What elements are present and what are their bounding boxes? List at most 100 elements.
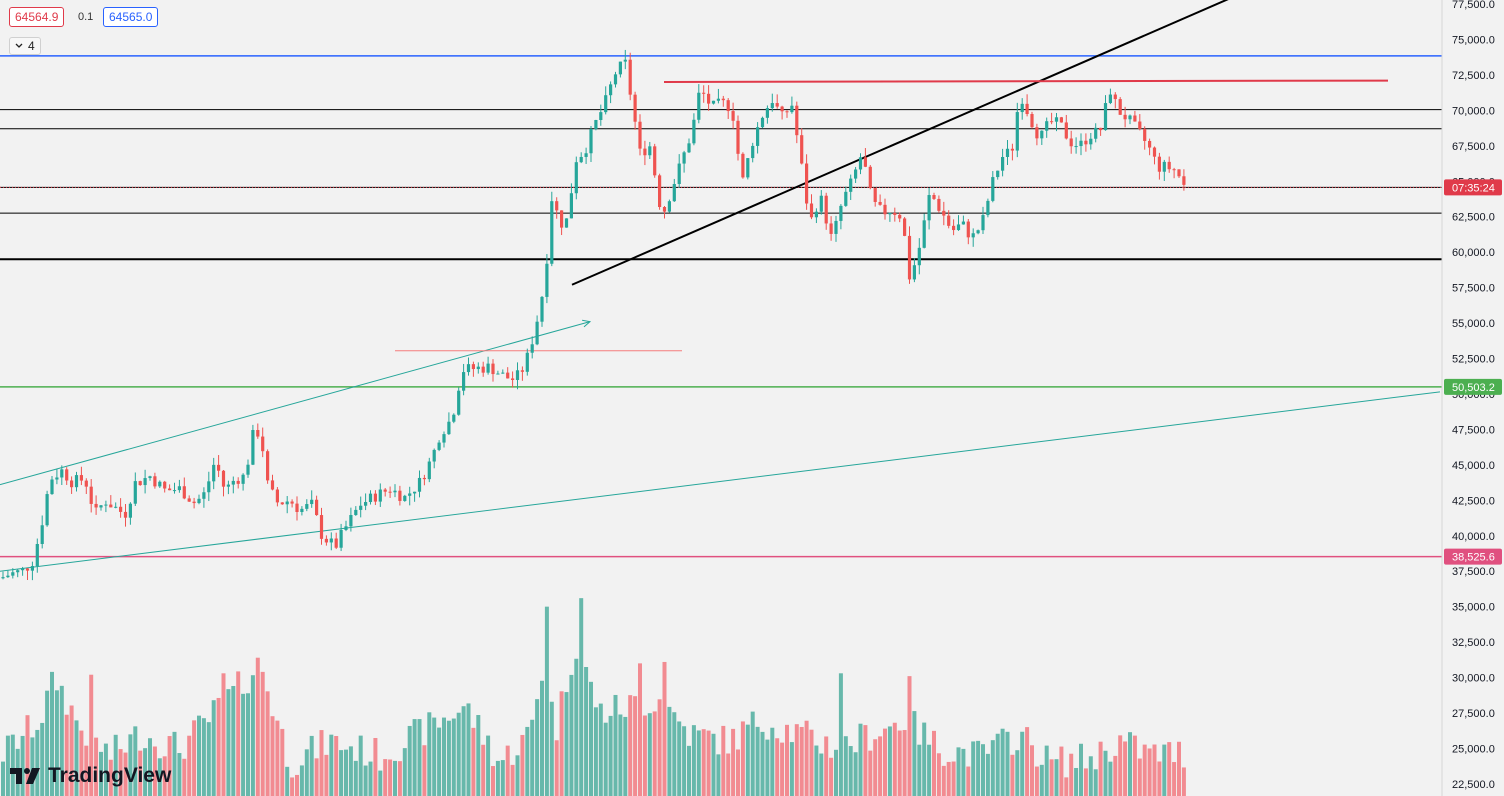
volume-bar [657,699,662,796]
volume-bar [103,743,108,796]
volume-bar [1034,766,1039,796]
candle-body [89,486,93,504]
candle-body [996,170,1000,178]
candle-body [1084,140,1088,145]
tradingview-logo[interactable]: TradingView [10,764,171,788]
volume-bar [701,729,706,796]
volume-bar [951,761,956,796]
buy-price-box[interactable]: 64565.0 [103,7,159,27]
candle-body [594,120,598,130]
axis-tick-label: 70,000.0 [1452,105,1495,117]
candle-body [1148,140,1152,148]
candle-body [172,490,177,492]
candle-body [70,480,74,488]
candle-body [746,158,750,178]
axis-background [1442,0,1504,796]
volume-bar [760,731,765,796]
candle-body [148,476,152,479]
volume-bar [618,714,623,796]
volume-bar [353,760,358,796]
volume-bar [1177,741,1181,796]
candle-body [942,210,946,216]
volume-bar [1123,741,1128,796]
candle-body [1074,146,1078,148]
volume-bar [324,754,329,796]
volume-bar [128,734,133,796]
volume-bar [726,753,731,796]
price-axis[interactable]: 77,500.0 75,000.0 72,500.0 70,000.0 67,500.0… [1441,0,1504,796]
axis-tick-label: 40,000.0 [1452,531,1495,543]
candle-body [79,475,83,481]
sell-price-box[interactable]: 64564.9 [9,7,65,27]
axis-tick-label: 37,500.0 [1452,566,1495,578]
volume-bar [422,745,427,796]
volume-bar [1157,761,1162,796]
candle-body [829,223,833,234]
candle-body [1010,148,1014,151]
volume-bar [1020,731,1025,796]
candle-body [716,98,720,101]
volume-bar [505,745,510,796]
volume-bar [79,730,84,796]
volume-bar [348,746,353,796]
candle-body [378,489,382,502]
volume-bar [1074,767,1079,796]
volume-bar [574,658,579,796]
candle-body [560,210,564,228]
volume-bar [858,723,863,796]
volume-bar [495,760,500,796]
volume-bar [1142,744,1147,796]
volume-bar [20,735,25,796]
volume-bar [1181,767,1186,796]
volume-bar [613,694,618,796]
volume-bar [677,721,682,796]
candle-body [119,506,123,512]
candle-body [819,195,823,212]
candle-body [604,95,608,113]
candle-body [1094,127,1098,139]
candle-body [677,163,681,185]
candle-body [1089,138,1093,145]
volume-bar [956,747,961,796]
volume-bar [30,737,35,796]
candle-body [555,201,559,211]
candle-body [1138,121,1142,129]
volume-bar [270,716,275,796]
candle-body [550,201,554,264]
chevron-down-icon [15,43,23,48]
candle-body [163,481,167,489]
candle-body [373,493,377,502]
volume-bar [123,752,128,796]
volume-bar [1049,759,1054,796]
candle-body [687,143,691,153]
candle-body [903,218,907,236]
volume-bar [446,720,451,796]
candle-body [138,481,142,486]
volume-bar [863,725,868,796]
candle-body [834,220,838,234]
volume-bar [682,726,687,796]
volume-bar [608,715,613,796]
candle-body [854,169,858,179]
volume-bar [990,740,995,796]
candle-body [261,436,265,452]
volume-bar [133,726,138,796]
volume-bar [143,748,148,796]
volume-bar [432,717,437,796]
candle-body [462,372,466,391]
candle-body [912,265,916,280]
candle-body [569,193,573,219]
volume-bar [177,753,182,796]
volume-bar [1015,750,1020,796]
volume-bar [804,720,809,796]
indicators-collapse-button[interactable]: 4 [9,37,41,55]
volume-bar [1098,741,1103,796]
candle-body [334,538,338,548]
candle-body [295,503,299,513]
volume-bar [1025,727,1030,796]
volume-bar [1162,744,1167,796]
volume-bar [530,719,535,796]
candle-body [422,477,426,480]
volume-bar [412,719,417,796]
